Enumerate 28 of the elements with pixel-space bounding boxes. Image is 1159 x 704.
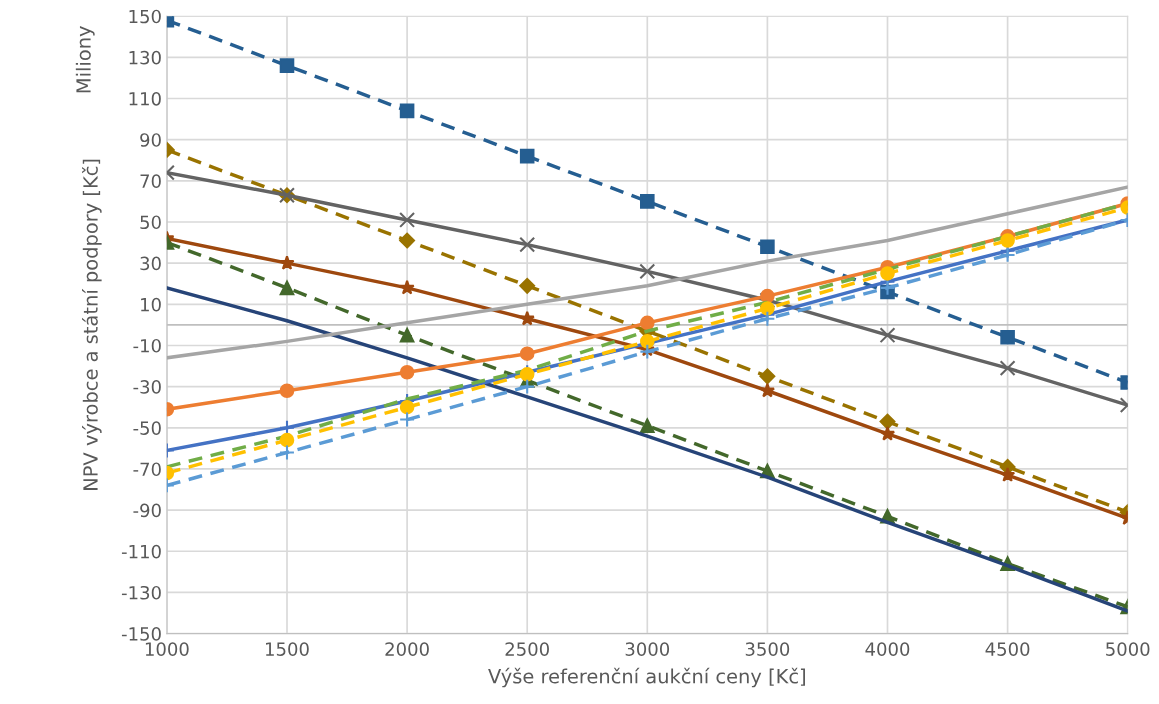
x-tick-label: 2500 [505,642,549,656]
x-tick-label: 3000 [625,642,670,656]
y-tick-label: -110 [121,544,161,559]
x-tick-label: 4000 [865,642,910,656]
y-tick-label: 10 [141,297,161,312]
x-tick-label: 3500 [745,642,790,656]
y-tick-label: 150 [129,9,161,24]
x-axis-title: Výše referenční aukční ceny [Kč] [488,667,805,688]
y-tick-label: 110 [129,91,161,106]
y-tick-label: -50 [133,421,161,435]
y-tick-label: 90 [140,133,161,147]
y-tick-label: 50 [140,215,161,230]
x-tick-label: 5000 [1106,642,1150,656]
y-tick-label: -150 [121,627,161,641]
x-tick-label: 2000 [385,642,429,656]
y-tick-label: 30 [140,256,161,271]
y-axis-title: NPV výrobce a státní podpory [Kč] [82,159,102,490]
y-tick-label: -30 [133,380,161,394]
y-tick-label: 70 [140,174,161,188]
text: Miliony [75,26,95,93]
y-tick-label: -70 [133,462,161,477]
y-tick-label: -90 [133,503,161,518]
x-tick-label: 4500 [985,642,1030,656]
y-tick-label: -10 [133,338,161,353]
x-tick-label: 1500 [266,642,309,656]
x-tick-label: 1000 [145,642,189,656]
y-tick-label: -130 [121,585,161,600]
y-tick-label: 130 [129,50,161,65]
